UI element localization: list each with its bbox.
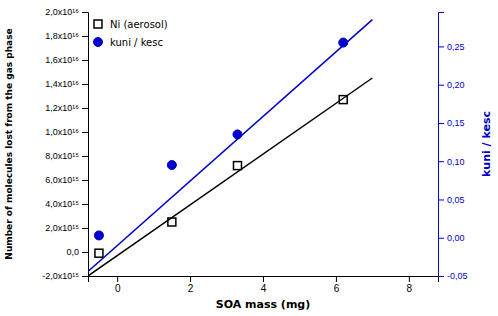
- tick-mark: [263, 276, 264, 282]
- tick-label: 0: [115, 283, 121, 294]
- point: [167, 161, 176, 170]
- tick-mark: [438, 276, 444, 277]
- legend-label: Ni (aerosol): [110, 19, 168, 30]
- tick-label: 8,0x10¹⁵: [45, 151, 79, 161]
- tick-mark: [82, 204, 88, 205]
- tick: 1,8x10¹⁶: [45, 31, 88, 41]
- axis-line: [82, 13, 89, 277]
- point: [168, 218, 176, 226]
- y-axis-title: Number of molecules lost from the gas ph…: [4, 28, 14, 259]
- x-axis: 0 2 4 6 8: [89, 276, 439, 294]
- tick-label: 2: [188, 283, 194, 294]
- legend: Ni (aerosol) kuni / kesc: [94, 19, 168, 48]
- tick-label: 0,0: [66, 247, 79, 257]
- tick-label: 1,2x10¹⁶: [45, 103, 79, 113]
- tick-mark: [82, 252, 88, 253]
- y2-axis: -0,05 0,00 0,05 0,10 0,15 0,20 0,25: [438, 13, 468, 282]
- tick-mark: [82, 36, 88, 37]
- tick: 0,05: [438, 195, 465, 205]
- plot-area: [88, 20, 372, 276]
- tick: 8,0x10¹⁵: [45, 151, 88, 161]
- point: [339, 38, 348, 47]
- tick-mark: [336, 276, 337, 282]
- tick: 0,0: [66, 247, 88, 257]
- tick-label: 4: [261, 283, 267, 294]
- tick: 1,6x10¹⁶: [45, 55, 88, 65]
- tick-mark: [409, 276, 410, 282]
- tick: 8: [407, 276, 413, 294]
- tick: 1,4x10¹⁶: [45, 79, 88, 89]
- tick-mark: [82, 156, 88, 157]
- tick: 0: [115, 276, 121, 294]
- tick: 4,0x10¹⁵: [45, 199, 88, 209]
- axis-line: [89, 277, 439, 283]
- tick: 2,0x10¹⁵: [45, 223, 88, 233]
- tick-label: 2,0x10¹⁵: [45, 223, 79, 233]
- tick-label: 1,0x10¹⁶: [45, 127, 79, 137]
- axis-line: [439, 13, 445, 277]
- x-axis-title: SOA mass (mg): [216, 298, 311, 311]
- tick-mark: [82, 108, 88, 109]
- tick-label: 0,20: [447, 80, 465, 90]
- line: [88, 20, 372, 272]
- tick-mark: [117, 276, 118, 282]
- tick-mark: [438, 199, 444, 200]
- tick-mark: [82, 180, 88, 181]
- tick-mark: [82, 60, 88, 61]
- tick-mark: [82, 228, 88, 229]
- legend-label: kuni / kesc: [110, 37, 163, 48]
- tick: 6,0x10¹⁵: [45, 175, 88, 185]
- point: [94, 231, 103, 240]
- tick-label: 1,6x10¹⁶: [45, 55, 79, 65]
- tick: 1,2x10¹⁶: [45, 103, 88, 113]
- tick: -0,05: [438, 271, 468, 281]
- tick-label: 4,0x10¹⁵: [45, 199, 79, 209]
- tick-mark: [438, 46, 444, 47]
- y2-axis-title: kuni / kesc: [480, 111, 493, 177]
- tick: 1,0x10¹⁶: [45, 127, 88, 137]
- tick: 2,0x10¹⁶: [45, 7, 88, 17]
- tick-label: 1,4x10¹⁶: [45, 79, 79, 89]
- tick-mark: [82, 132, 88, 133]
- tick: 0,20: [438, 80, 465, 90]
- tick-mark: [438, 161, 444, 162]
- legend-symbol: [94, 38, 103, 47]
- tick-mark: [438, 123, 444, 124]
- tick: 6: [334, 276, 340, 294]
- point: [339, 96, 347, 104]
- tick: 0,00: [438, 233, 465, 243]
- y-axis: -2,0x10¹⁵ 0,0 2,0x10¹⁵ 4,0x10¹⁵ 6,0x10¹⁵ 8,0x…: [42, 7, 88, 281]
- tick-label: 0,05: [447, 195, 465, 205]
- point: [233, 162, 241, 170]
- line: [88, 78, 372, 276]
- tick: 2: [188, 276, 194, 294]
- tick-mark: [438, 85, 444, 86]
- tick-label: 2,0x10¹⁶: [45, 7, 79, 17]
- tick: 4: [261, 276, 267, 294]
- tick-label: 0,25: [447, 42, 465, 52]
- tick-label: -0,05: [447, 271, 468, 281]
- legend-symbol: [94, 20, 102, 28]
- tick-mark: [82, 84, 88, 85]
- tick-label: 0,10: [447, 157, 465, 167]
- chart: 0 2 4 6 8 -2,0x10¹⁵ 0,0 2,0x10¹⁵ 4,0x10¹⁵ 6,0x10¹…: [0, 0, 498, 316]
- tick-label: -2,0x10¹⁵: [42, 271, 79, 281]
- tick-label: 0,00: [447, 233, 465, 243]
- tick-label: 8: [407, 283, 413, 294]
- tick: 0,25: [438, 42, 465, 52]
- tick-label: 6: [334, 283, 340, 294]
- tick-mark: [82, 12, 88, 13]
- tick-mark: [438, 238, 444, 239]
- tick-label: 0,15: [447, 118, 465, 128]
- tick: -2,0x10¹⁵: [42, 271, 88, 281]
- point: [95, 249, 103, 257]
- tick-mark: [190, 276, 191, 282]
- point: [233, 130, 242, 139]
- tick-mark: [82, 276, 88, 277]
- tick-label: 6,0x10¹⁵: [45, 175, 79, 185]
- tick: 0,10: [438, 157, 465, 167]
- tick-label: 1,8x10¹⁶: [45, 31, 79, 41]
- tick: 0,15: [438, 118, 465, 128]
